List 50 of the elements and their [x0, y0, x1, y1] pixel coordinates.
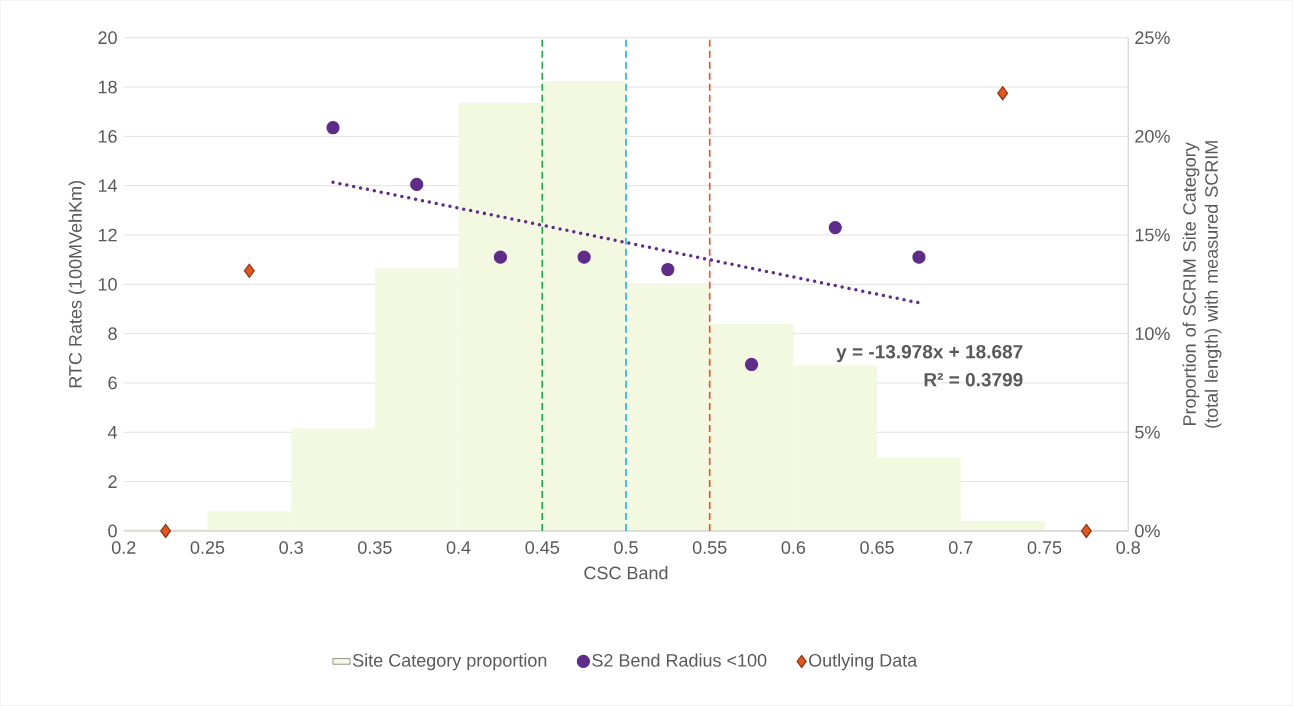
y-axis-title: RTC Rates (100MVehKm)	[68, 181, 86, 388]
annotation: R² = 0.3799	[924, 373, 1023, 387]
y-tick-label: 14	[98, 179, 118, 193]
y-tick-label: 12	[98, 228, 117, 242]
y-tick-label: 10	[98, 278, 117, 291]
x-tick-label: 0.55	[692, 541, 727, 555]
y2-tick-label: 20%	[1135, 130, 1170, 143]
y-tick-label: 20	[98, 31, 117, 45]
x-tick-label: 0.45	[525, 541, 560, 555]
y-tick-label: 4	[107, 426, 118, 439]
y-tick-label: 16	[98, 130, 117, 143]
x-tick-label: 0.2	[111, 541, 136, 555]
x-axis-title: CSC Band	[584, 566, 668, 580]
point	[997, 86, 1009, 101]
legend-label: Site Category proportion	[353, 653, 547, 671]
point	[326, 121, 340, 135]
y2-tick-label: 0%	[1135, 524, 1160, 538]
annotation: y = -13.978x + 18.687	[836, 345, 1023, 363]
x-tick-label: 0.8	[1116, 541, 1140, 555]
point	[160, 523, 172, 539]
x-tick-label: 0.3	[279, 541, 303, 555]
y-tick-label: 18	[98, 80, 117, 94]
x-tick-label: 0.25	[190, 541, 225, 555]
y2-tick-label: 5%	[1135, 426, 1160, 439]
x-tick-label: 0.35	[358, 541, 392, 555]
y2-tick-label: 25%	[1135, 31, 1170, 45]
y2-tick-label: 15%	[1135, 228, 1170, 242]
x-tick-label: 0.5	[614, 541, 638, 555]
point	[493, 250, 508, 264]
x-tick-label: 0.65	[860, 541, 894, 555]
point	[912, 250, 926, 264]
x-tick-label: 0.4	[446, 541, 471, 555]
y-tick-label: 2	[108, 475, 117, 489]
y-tick-label: 0	[108, 524, 117, 538]
legend-label: S2 Bend Radius <100	[592, 653, 767, 667]
x-tick-label: 0.7	[948, 541, 973, 555]
x-tick-label: 0.6	[781, 541, 806, 555]
legend-label: Outlying Data	[808, 653, 918, 671]
y-tick-label: 8	[108, 327, 117, 341]
point	[828, 221, 842, 235]
point	[410, 177, 424, 192]
point	[243, 263, 255, 278]
point	[577, 250, 591, 264]
y2-axis-title: Proportion of SCRIM Site Category (total length) with measured SCRIM	[1182, 141, 1222, 428]
point	[661, 263, 675, 277]
point	[1080, 523, 1092, 539]
y2-tick-label: 10%	[1135, 327, 1170, 341]
x-tick-label: 0.75	[1027, 541, 1062, 555]
point	[744, 358, 759, 372]
y-tick-label: 6	[108, 376, 117, 390]
